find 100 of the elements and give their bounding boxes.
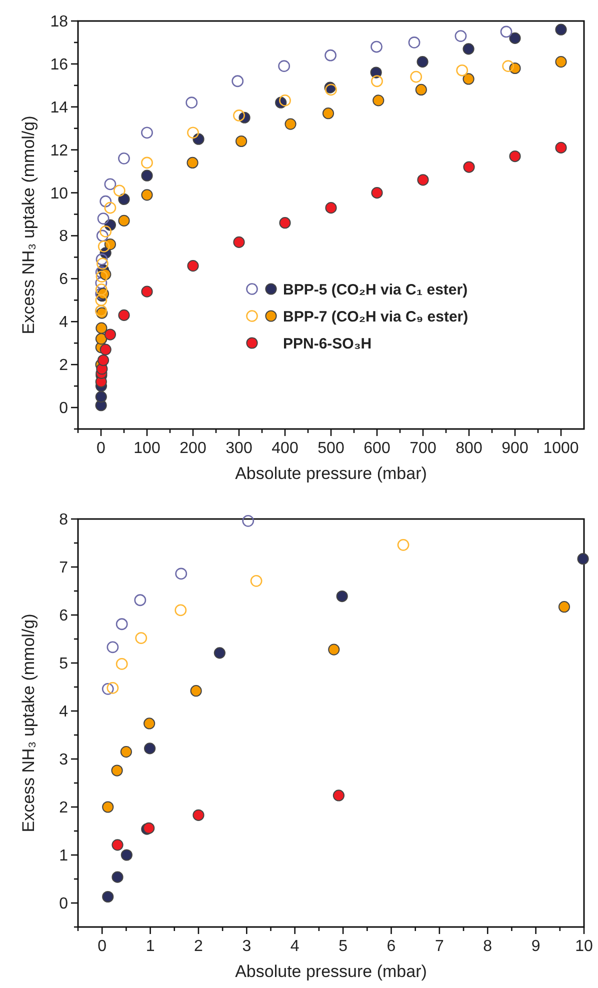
- point: [100, 225, 112, 238]
- y-tick-label: 0: [59, 400, 68, 418]
- point: [174, 604, 187, 616]
- point: [96, 322, 108, 334]
- point: [233, 110, 245, 122]
- point: [372, 94, 384, 106]
- point: [410, 70, 422, 83]
- point: [417, 174, 429, 186]
- point: [95, 390, 107, 403]
- point: [555, 142, 567, 154]
- x-tick-label: 800: [456, 440, 482, 457]
- x-tick-label: 600: [364, 440, 390, 457]
- point: [397, 538, 410, 551]
- y-tick-label: 2: [59, 800, 68, 816]
- point: [500, 26, 512, 38]
- y-tick-label: 6: [59, 271, 68, 288]
- point: [144, 742, 156, 754]
- point: [116, 658, 128, 670]
- y-tick-label: 0: [59, 896, 68, 912]
- point: [371, 186, 383, 199]
- point: [106, 641, 119, 654]
- point: [141, 126, 153, 139]
- point: [190, 685, 202, 697]
- legend-label: PPN-6-SO₃H: [283, 336, 372, 352]
- y-tick-label: 14: [50, 99, 68, 116]
- point: [141, 170, 153, 182]
- point: [462, 73, 474, 85]
- y-tick-label: 4: [59, 314, 68, 332]
- point: [96, 253, 108, 266]
- point: [102, 801, 114, 813]
- x-tick-label: 2: [194, 938, 204, 955]
- point: [336, 590, 348, 602]
- point: [279, 217, 291, 229]
- point: [187, 126, 199, 139]
- legend-label: BPP-5 (CO₂H via C₁ ester): [283, 282, 468, 298]
- point: [232, 75, 244, 88]
- point: [102, 890, 114, 903]
- point: [106, 682, 119, 694]
- point: [104, 202, 116, 214]
- point: [284, 118, 296, 130]
- point: [370, 66, 382, 78]
- y-tick-label: 16: [50, 56, 68, 74]
- point: [242, 514, 254, 527]
- x-tick-label: 1000: [543, 440, 579, 457]
- x-tick-label: 700: [410, 440, 436, 457]
- x-axis-title: Absolute pressure (mbar): [235, 962, 427, 981]
- point: [120, 746, 132, 758]
- point: [112, 839, 124, 851]
- point: [236, 135, 248, 148]
- point: [134, 594, 146, 606]
- point: [100, 344, 112, 356]
- x-tick-label: 3: [242, 938, 252, 955]
- point: [558, 601, 570, 613]
- point: [141, 156, 153, 169]
- point: [175, 568, 188, 580]
- x-tick-label: 8: [483, 938, 492, 955]
- x-tick-label: 0: [98, 938, 107, 955]
- point: [408, 36, 420, 48]
- point: [509, 32, 521, 44]
- point: [100, 195, 112, 208]
- point: [97, 354, 110, 366]
- point: [118, 193, 130, 206]
- y-tick-label: 7: [59, 560, 68, 576]
- point: [332, 790, 345, 802]
- x-tick-label: 900: [502, 440, 528, 457]
- point: [454, 30, 467, 42]
- legend-label: BPP-7 (CO₂H via C₉ ester): [283, 308, 468, 326]
- point: [96, 230, 108, 242]
- point: [250, 574, 262, 587]
- x-tick-label: 100: [134, 440, 160, 457]
- point: [322, 108, 334, 120]
- x-tick-label: 500: [318, 440, 344, 457]
- point: [104, 328, 116, 340]
- point: [97, 212, 110, 225]
- y-tick-label: 8: [59, 512, 68, 528]
- point: [111, 764, 123, 776]
- y-tick-label: 6: [59, 608, 68, 624]
- y-tick-label: 3: [59, 752, 68, 768]
- point: [278, 60, 290, 72]
- point: [186, 156, 198, 169]
- point: [120, 849, 132, 861]
- x-tick-label: 400: [272, 440, 298, 457]
- x-tick-label: 200: [180, 440, 206, 457]
- point: [462, 43, 474, 55]
- x-tick-label: 4: [290, 938, 300, 955]
- point: [328, 644, 340, 656]
- y-axis-title: Excess NH₃ uptake (mmol/g): [19, 614, 38, 832]
- y-tick-label: 12: [50, 142, 68, 160]
- y-tick-label: 18: [50, 14, 68, 30]
- point: [186, 96, 198, 109]
- x-tick-label: 6: [386, 938, 396, 955]
- point: [98, 240, 110, 252]
- point: [370, 40, 382, 53]
- point: [116, 618, 128, 630]
- point: [325, 84, 337, 96]
- point: [187, 260, 199, 272]
- point: [96, 270, 108, 282]
- x-tick-label: 300: [226, 440, 252, 457]
- point: [192, 809, 204, 821]
- point: [95, 283, 108, 296]
